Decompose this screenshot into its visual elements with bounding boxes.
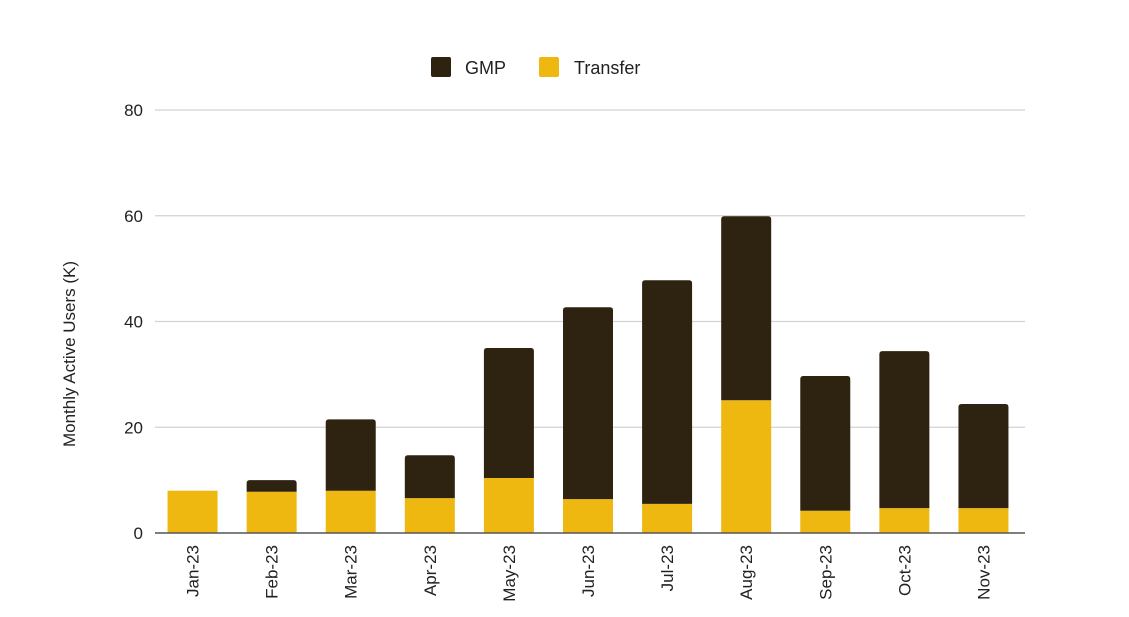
legend-swatch-gmp: [431, 57, 451, 77]
bar-gmp-nov-23: [958, 403, 1009, 509]
x-tick-label: Jul-23: [658, 545, 677, 591]
y-axis-ticks: 0 20 40 60 80: [124, 101, 143, 543]
bar-gmp-jun-23: [563, 307, 613, 500]
legend-label-transfer: Transfer: [574, 58, 640, 78]
y-tick-label: 40: [124, 313, 143, 332]
bar-gmp-may-23: [483, 347, 534, 479]
bar-transfer-feb-23: [246, 491, 297, 533]
bar-transfer-aug-23: [721, 400, 772, 533]
legend: GMP Transfer: [431, 57, 640, 78]
bar-transfer-nov-23: [958, 508, 1009, 533]
y-tick-label: 80: [124, 101, 143, 120]
bar-gmp-jul-23: [642, 280, 693, 504]
x-axis-ticks: Jan-23 Feb-23 Mar-23 Apr-23 May-23 Jun-23 Jul-…: [184, 545, 994, 602]
bar-transfer-jan-23: [167, 490, 218, 533]
bar-transfer-jun-23: [563, 499, 613, 533]
y-axis-title: Monthly Active Users (K): [60, 261, 79, 447]
x-tick-label: Feb-23: [263, 545, 282, 599]
bar-gmp-mar-23: [325, 419, 376, 491]
bar-gmp-sep-23: [800, 375, 851, 511]
bar-gmp-feb-23: [246, 480, 297, 492]
bar-transfer-oct-23: [879, 508, 930, 533]
x-tick-label: Mar-23: [342, 545, 361, 599]
x-tick-label: Jan-23: [184, 545, 203, 597]
x-tick-label: Aug-23: [737, 545, 756, 600]
x-tick-label: Apr-23: [421, 545, 440, 596]
y-tick-label: 20: [124, 418, 143, 437]
bars: [167, 216, 1009, 533]
x-tick-label: Oct-23: [895, 545, 914, 596]
bar-transfer-jul-23: [642, 503, 693, 533]
bar-transfer-may-23: [483, 478, 534, 533]
y-tick-label: 0: [134, 524, 143, 543]
x-tick-label: May-23: [500, 545, 519, 602]
bar-gmp-aug-23: [721, 216, 772, 401]
y-tick-label: 60: [124, 207, 143, 226]
bar-transfer-apr-23: [404, 498, 455, 533]
x-tick-label: Nov-23: [974, 545, 993, 600]
bar-transfer-mar-23: [325, 490, 376, 533]
x-tick-label: Sep-23: [816, 545, 835, 600]
bar-gmp-apr-23: [404, 455, 455, 499]
legend-swatch-transfer: [539, 57, 559, 77]
x-tick-label: Jun-23: [579, 545, 598, 597]
bar-transfer-sep-23: [800, 510, 851, 533]
bar-gmp-oct-23: [879, 351, 930, 509]
legend-label-gmp: GMP: [465, 58, 506, 78]
